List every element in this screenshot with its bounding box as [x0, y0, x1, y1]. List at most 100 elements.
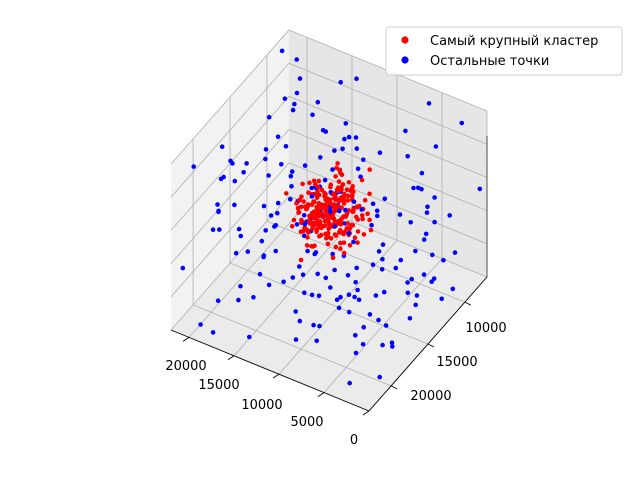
other-point — [266, 173, 271, 178]
other-point — [439, 296, 445, 302]
other-point — [283, 144, 289, 149]
other-point — [354, 76, 359, 81]
other-point — [376, 249, 382, 254]
cluster-point — [337, 198, 343, 203]
cluster-point — [317, 234, 322, 239]
cluster-point — [323, 231, 328, 237]
cluster-point — [339, 187, 344, 192]
other-point — [338, 294, 343, 300]
other-point — [405, 280, 410, 285]
cluster-point — [298, 204, 304, 210]
cluster-point — [338, 222, 344, 227]
other-point — [261, 253, 267, 258]
cluster-point — [307, 180, 312, 186]
cluster-point — [325, 234, 331, 240]
other-point — [317, 323, 322, 329]
other-point — [314, 338, 320, 344]
cluster-point — [330, 255, 336, 261]
cluster-point — [334, 219, 340, 224]
cluster-point — [344, 212, 350, 217]
cluster-point — [304, 206, 309, 212]
other-point — [393, 265, 399, 271]
y-tick-mark — [390, 385, 398, 390]
cluster-point — [309, 202, 315, 207]
other-point — [215, 298, 221, 304]
cluster-point — [323, 191, 328, 197]
cluster-point — [333, 244, 339, 250]
x-tick-label: 5000 — [290, 415, 323, 430]
cluster-point — [341, 240, 347, 245]
cluster-point — [314, 229, 319, 235]
cluster-point — [304, 243, 310, 248]
other-point — [279, 162, 284, 167]
other-point — [191, 164, 196, 169]
other-point — [238, 233, 244, 239]
y-tick-label: 15000 — [436, 355, 477, 370]
other-point — [302, 290, 307, 296]
cluster-point — [341, 231, 346, 237]
cluster-point — [336, 179, 342, 184]
other-point — [345, 273, 351, 278]
cluster-point — [352, 235, 358, 240]
cluster-point — [341, 250, 347, 256]
cluster-point — [299, 217, 304, 223]
cluster-point — [309, 211, 315, 216]
other-point — [423, 231, 429, 237]
x-tick-label: 20000 — [165, 359, 206, 374]
axis-lines — [170, 136, 488, 416]
other-point — [217, 227, 222, 232]
other-point — [297, 318, 303, 324]
other-point — [367, 312, 373, 317]
other-point — [290, 275, 296, 280]
cluster-point — [331, 191, 337, 196]
other-point — [297, 76, 303, 81]
other-point — [370, 201, 376, 207]
other-point — [373, 293, 379, 298]
grid-line-z — [170, 162, 488, 298]
x-tick-mark — [362, 410, 370, 416]
cluster-point — [362, 197, 368, 203]
other-point — [263, 147, 269, 152]
other-point — [310, 112, 315, 118]
cluster-point — [345, 221, 351, 226]
other-point — [380, 256, 385, 262]
cluster-point — [367, 167, 373, 172]
other-point — [294, 90, 300, 96]
other-point — [426, 101, 432, 106]
other-point — [361, 157, 366, 162]
grid-line-z — [170, 95, 488, 231]
other-point — [353, 350, 359, 356]
other-point — [236, 297, 241, 303]
cluster-point — [291, 217, 297, 223]
grid-line-z — [170, 29, 488, 165]
cluster-point — [302, 225, 308, 230]
other-point — [390, 344, 395, 349]
legend-marker-red — [401, 36, 409, 44]
other-point — [346, 231, 352, 236]
cluster-point — [296, 210, 302, 215]
other-point — [370, 262, 376, 268]
cluster-point — [319, 211, 325, 216]
other-point — [221, 174, 226, 180]
cluster-point — [350, 192, 355, 197]
other-point — [332, 224, 338, 229]
cluster-point — [338, 170, 343, 176]
other-point — [320, 127, 326, 133]
other-point — [292, 101, 297, 107]
cluster-point — [359, 177, 365, 183]
other-point — [433, 144, 439, 149]
other-point — [382, 196, 388, 202]
cluster-point — [314, 195, 320, 200]
other-point — [383, 323, 389, 328]
cluster-point — [308, 220, 313, 225]
other-point — [302, 221, 308, 227]
cluster-point — [284, 191, 289, 196]
other-point — [452, 250, 458, 255]
other-point — [361, 324, 367, 330]
other-point — [354, 265, 360, 271]
x-tick-mark — [272, 373, 280, 379]
other-point — [273, 223, 279, 228]
cluster-point — [333, 174, 338, 179]
other-point — [346, 134, 352, 140]
other-point — [180, 265, 186, 271]
